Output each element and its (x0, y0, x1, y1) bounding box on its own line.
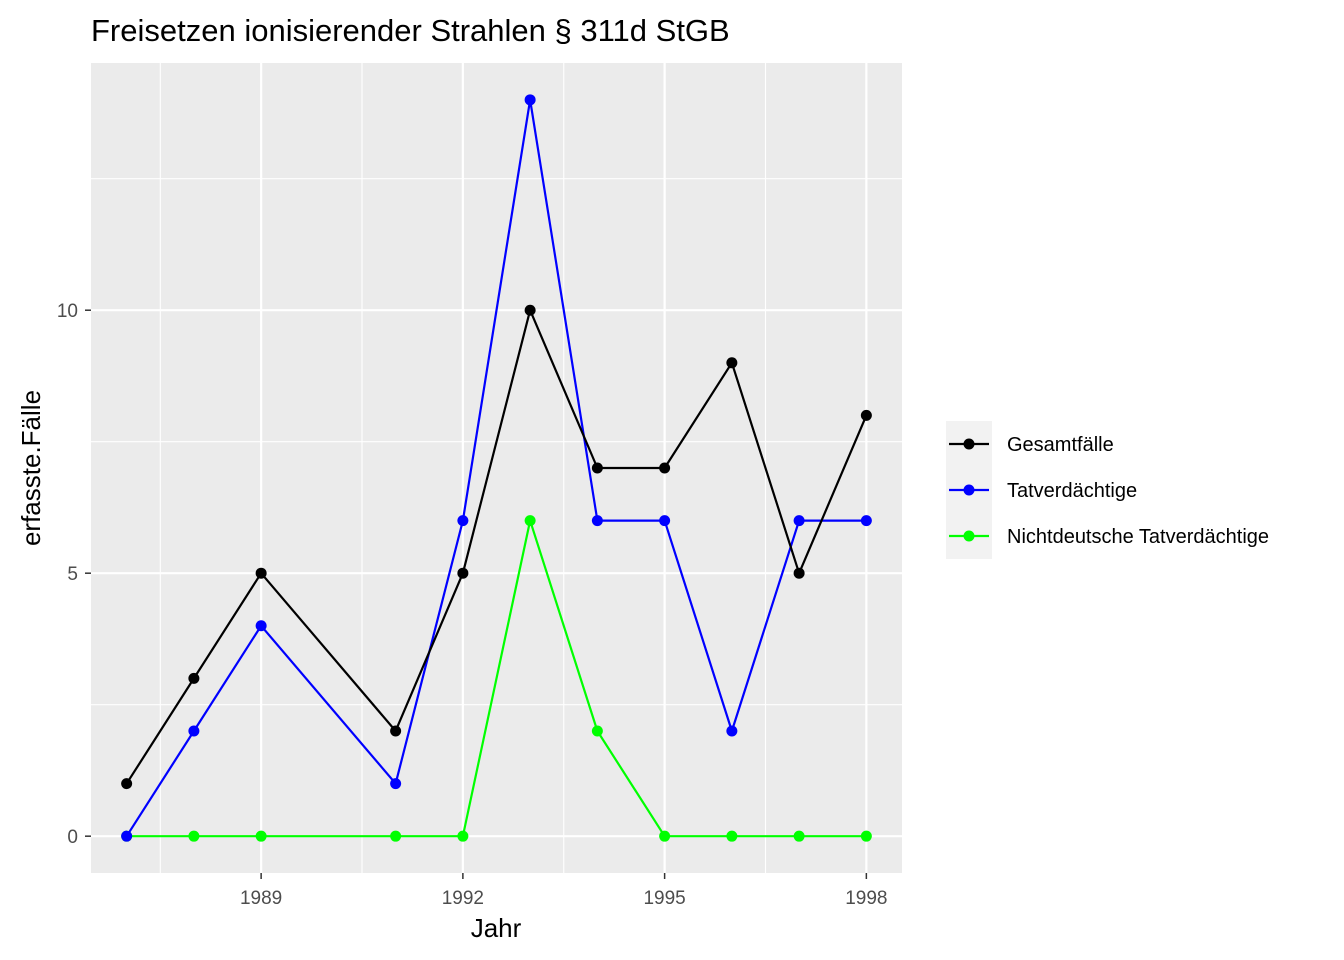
data-point-nichtdeutsche-tatverd-chtige (524, 515, 536, 527)
data-point-gesamtf-lle (726, 357, 738, 369)
legend-key-point-nichtdeutsche-tatverd-chtige (963, 530, 975, 542)
data-point-gesamtf-lle (255, 567, 267, 579)
x-tick-label: 1989 (240, 888, 282, 909)
x-tick-label: 1992 (442, 888, 484, 909)
x-axis-title: Jahr (471, 913, 522, 943)
data-point-nichtdeutsche-tatverd-chtige (726, 830, 738, 842)
data-point-gesamtf-lle (793, 567, 805, 579)
data-point-gesamtf-lle (457, 567, 469, 579)
legend-label-tatverd-chtige: Tatverdächtige (1007, 480, 1137, 502)
y-axis-title: erfasste.Fälle (16, 390, 46, 546)
data-point-gesamtf-lle (659, 462, 671, 474)
y-tick-label: 0 (67, 827, 78, 848)
data-point-gesamtf-lle (860, 409, 872, 421)
legend: Gesamtfälle Tatverdächtige Nichtdeutsche T… (946, 421, 1269, 559)
data-point-tatverd-chtige (793, 515, 805, 527)
data-point-nichtdeutsche-tatverd-chtige (457, 830, 469, 842)
data-point-nichtdeutsche-tatverd-chtige (793, 830, 805, 842)
data-point-gesamtf-lle (390, 725, 402, 737)
chart-title: Freisetzen ionisierender Strahlen § 311d… (91, 13, 730, 48)
y-tick-label: 5 (67, 564, 78, 585)
data-point-tatverd-chtige (390, 778, 402, 790)
data-point-tatverd-chtige (188, 725, 200, 737)
x-tick-label: 1995 (643, 888, 685, 909)
data-point-tatverd-chtige (255, 620, 267, 632)
axis-ticks: 1989 1992 1995 1998 0 5 10 (57, 301, 888, 909)
legend-key-point-tatverd-chtige (963, 484, 975, 496)
data-point-gesamtf-lle (121, 778, 133, 790)
data-point-nichtdeutsche-tatverd-chtige (188, 830, 200, 842)
data-point-nichtdeutsche-tatverd-chtige (860, 830, 872, 842)
data-point-gesamtf-lle (524, 304, 536, 316)
data-point-tatverd-chtige (860, 515, 872, 527)
legend-label-nichtdeutsche-tatverd-chtige: Nichtdeutsche Tatverdächtige (1007, 526, 1269, 548)
data-point-nichtdeutsche-tatverd-chtige (255, 830, 267, 842)
x-tick-label: 1998 (845, 888, 887, 909)
data-point-tatverd-chtige (524, 94, 536, 106)
plot-panel (91, 63, 902, 873)
data-point-tatverd-chtige (591, 515, 603, 527)
data-point-nichtdeutsche-tatverd-chtige (659, 830, 671, 842)
data-point-tatverd-chtige (659, 515, 671, 527)
y-tick-label: 10 (57, 301, 78, 322)
data-point-gesamtf-lle (188, 672, 200, 684)
data-point-nichtdeutsche-tatverd-chtige (390, 830, 402, 842)
data-point-gesamtf-lle (591, 462, 603, 474)
series-layer (121, 94, 872, 842)
legend-label-gesamtf-lle: Gesamtfälle (1007, 434, 1114, 456)
data-point-nichtdeutsche-tatverd-chtige (591, 725, 603, 737)
data-point-tatverd-chtige (726, 725, 738, 737)
legend-key-point-gesamtf-lle (963, 438, 975, 450)
data-point-tatverd-chtige (121, 830, 133, 842)
data-point-tatverd-chtige (457, 515, 469, 527)
